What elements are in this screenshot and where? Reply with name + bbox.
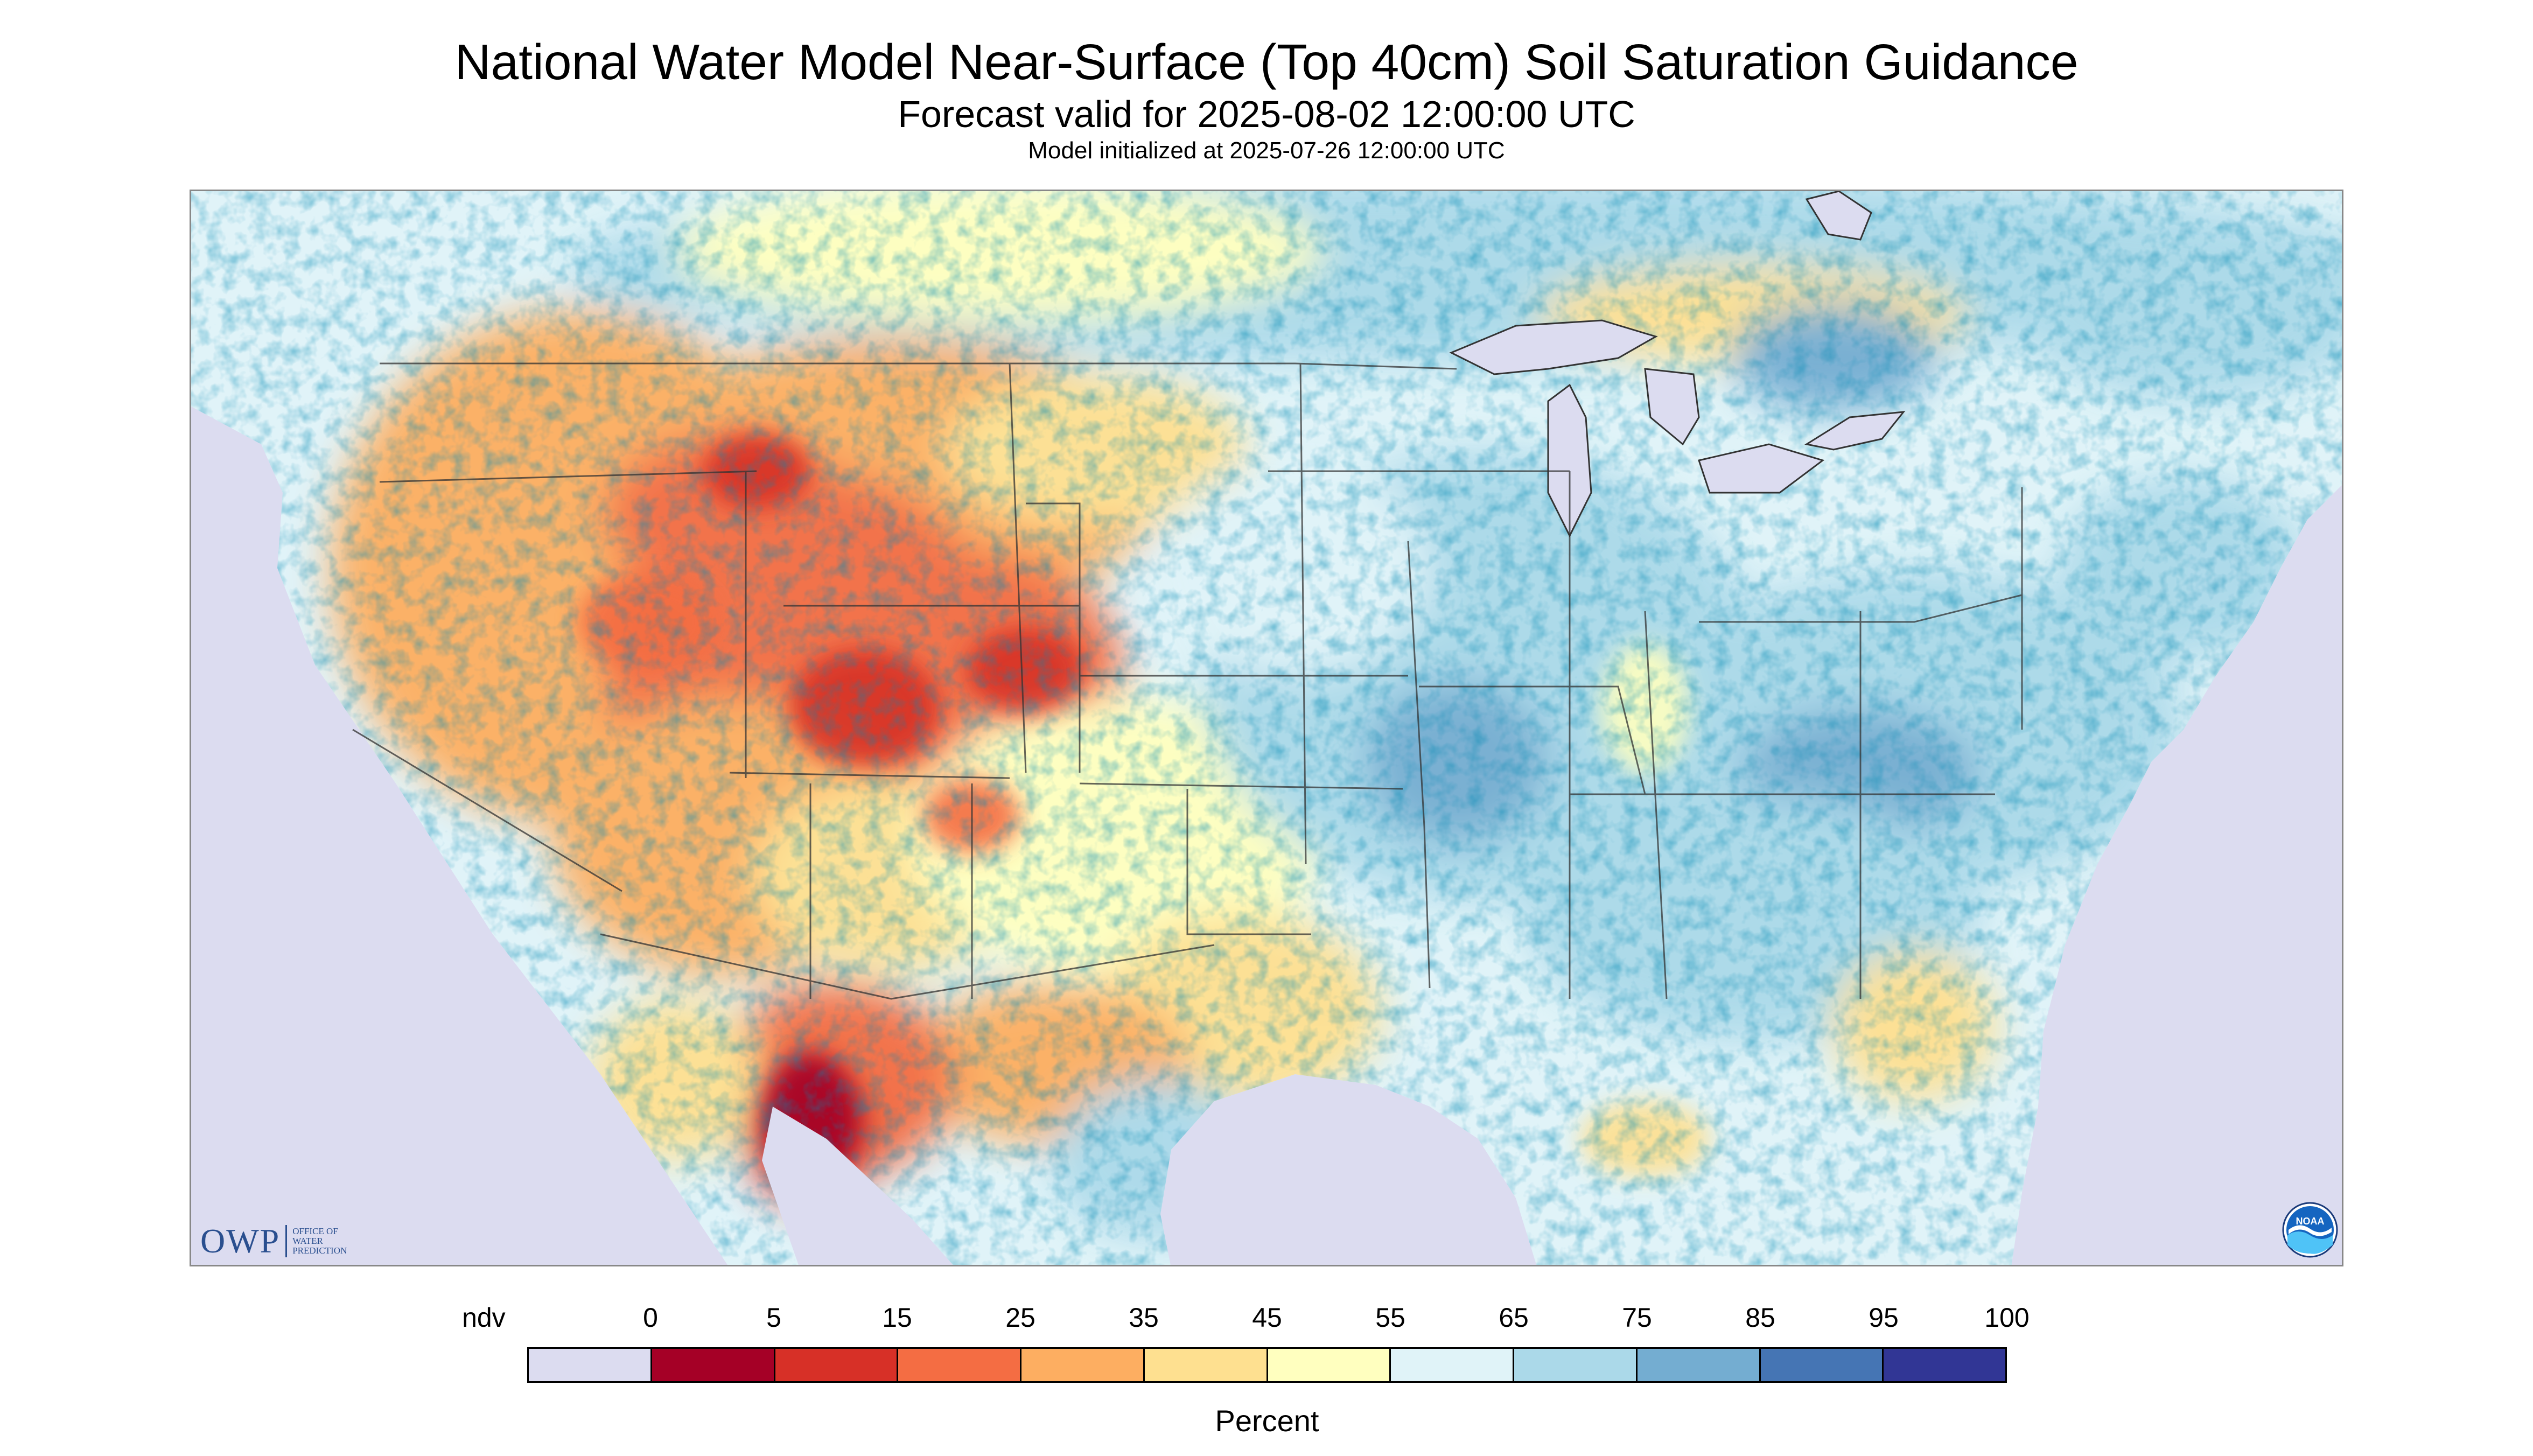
legend-swatch <box>898 1349 1021 1381</box>
state-boundaries <box>352 362 2023 1000</box>
noaa-logo-text: NOAA <box>2296 1216 2325 1227</box>
soil-saturation-field <box>191 191 2342 1265</box>
legend-swatch <box>1514 1349 1638 1381</box>
legend-swatch <box>1884 1349 2005 1381</box>
owp-logo-letters: OWP <box>200 1222 281 1260</box>
legend-swatch <box>1268 1349 1391 1381</box>
legend-swatch <box>1144 1349 1268 1381</box>
legend-unit-label: Percent <box>1215 1404 1319 1438</box>
legend-tick-label: 95 <box>1869 1303 1899 1333</box>
owp-logo: OWP Office of Water Prediction <box>200 1222 347 1260</box>
soil-saturation-map <box>190 190 2343 1266</box>
owp-logo-line-2: Water <box>292 1236 323 1246</box>
owp-logo-divider <box>285 1225 288 1257</box>
forecast-valid-subtitle: Forecast valid for 2025-08-02 12:00:00 U… <box>898 93 1635 135</box>
legend-swatch <box>1637 1349 1761 1381</box>
legend-tick-label: 85 <box>1745 1303 1775 1333</box>
legend-swatch <box>1760 1349 1884 1381</box>
great-lakes <box>1449 191 1906 538</box>
legend-color-bar <box>527 1347 2007 1383</box>
legend-tick-label: 45 <box>1252 1303 1282 1333</box>
model-initialized-text: Model initialized at 2025-07-26 12:00:00… <box>1028 137 1505 164</box>
legend-swatch <box>1021 1349 1145 1381</box>
legend-tick-label: 25 <box>1005 1303 1035 1333</box>
legend-tick-label: 75 <box>1622 1303 1652 1333</box>
owp-logo-words: Office of Water Prediction <box>292 1227 347 1256</box>
legend-tick-label: 55 <box>1375 1303 1405 1333</box>
owp-logo-line-3: Prediction <box>292 1245 347 1256</box>
legend-tick-label: 65 <box>1499 1303 1529 1333</box>
legend-tick-label: ndv <box>462 1303 506 1333</box>
legend-tick-label: 5 <box>766 1303 781 1333</box>
map-title: National Water Model Near-Surface (Top 4… <box>454 34 2079 90</box>
legend-tick-label: 0 <box>643 1303 658 1333</box>
legend-swatch <box>1391 1349 1514 1381</box>
legend-swatch <box>529 1349 652 1381</box>
legend-swatch <box>775 1349 899 1381</box>
noaa-logo: NOAA <box>2282 1202 2338 1258</box>
legend-tick-label: 35 <box>1129 1303 1159 1333</box>
legend-tick-label: 100 <box>1984 1303 2030 1333</box>
legend-swatch <box>652 1349 775 1381</box>
owp-logo-line-1: Office of <box>292 1226 338 1236</box>
legend-tick-label: 15 <box>882 1303 912 1333</box>
color-scale-legend: ndv 0 5 15 25 35 45 55 65 75 85 95 100 Percent <box>462 1302 2030 1442</box>
